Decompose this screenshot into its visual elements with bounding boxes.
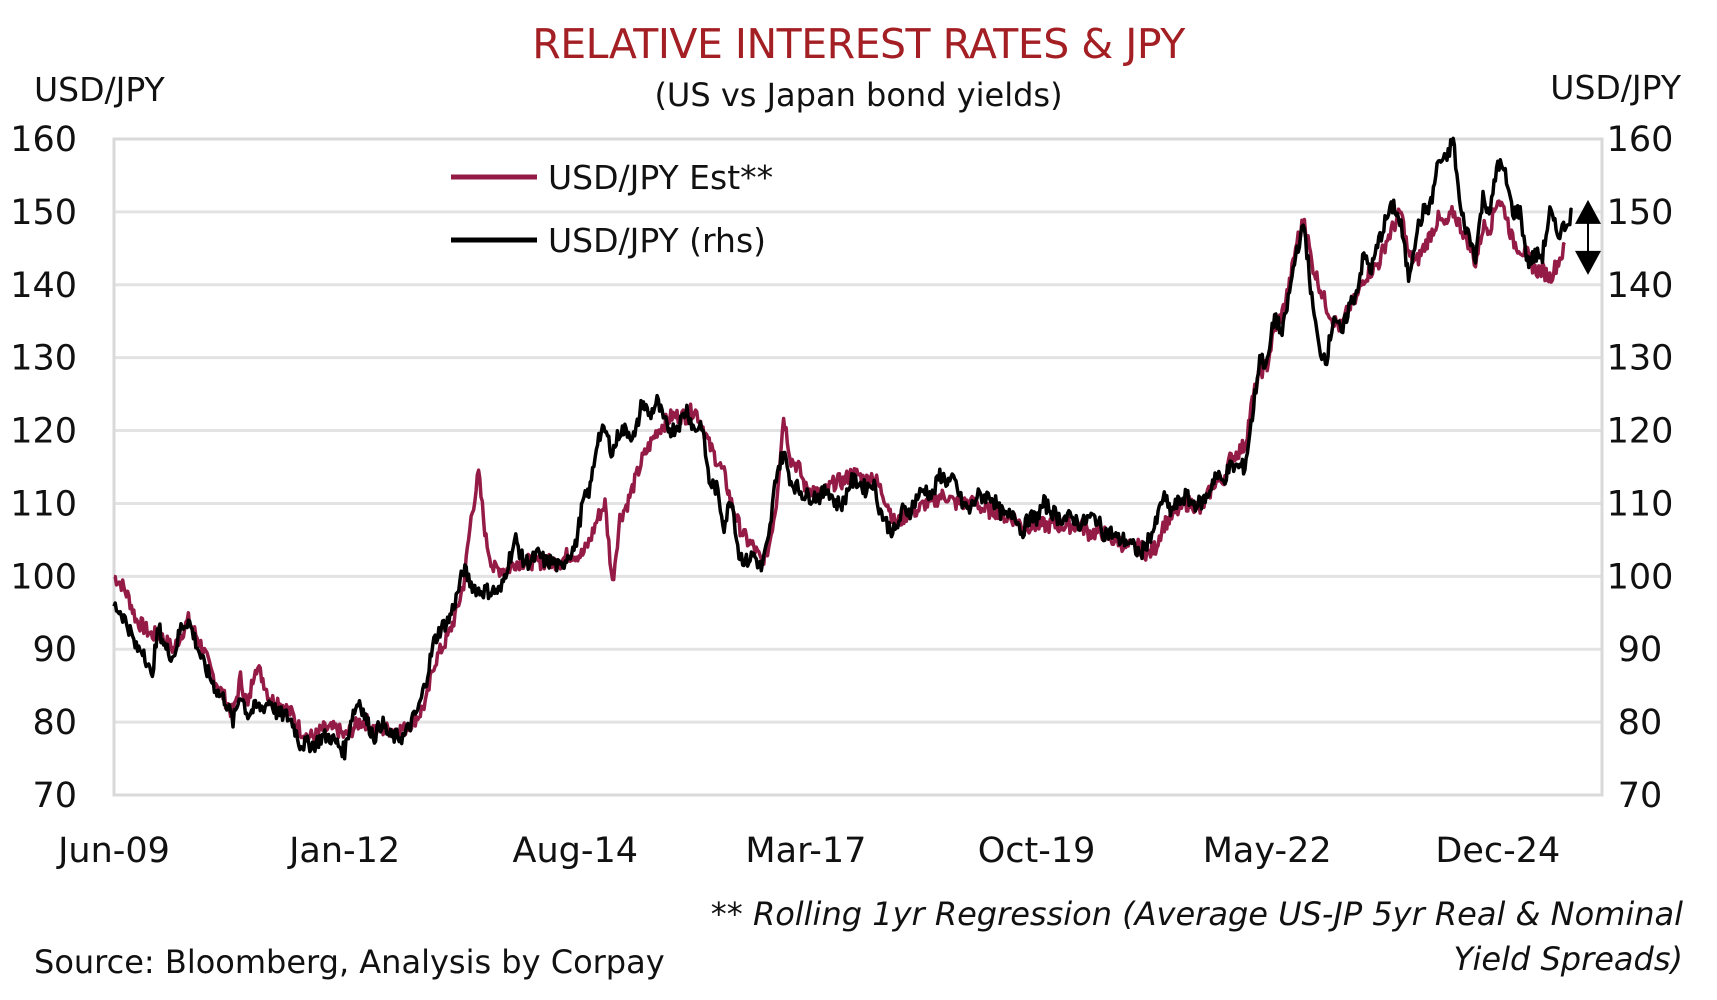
x-tick-label: Dec-24 <box>1435 831 1560 871</box>
y-tick-label-left: 70 <box>32 776 77 816</box>
x-tick-label: May-22 <box>1203 831 1332 871</box>
legend: USD/JPY Est** USD/JPY (rhs) <box>451 158 773 260</box>
source-note: Source: Bloomberg, Analysis by Corpay <box>34 943 665 981</box>
footnote-line-1: ** Rolling 1yr Regression (Average US-JP… <box>710 895 1683 933</box>
chart-subtitle: (US vs Japan bond yields) <box>654 76 1063 114</box>
y-axis-label-left: USD/JPY <box>34 70 165 109</box>
arrow-head-down-icon <box>1575 250 1601 275</box>
legend-label-actual: USD/JPY (rhs) <box>548 221 766 260</box>
y-tick-label-right: 110 <box>1607 484 1674 524</box>
y-tick-label-left: 80 <box>32 703 77 743</box>
x-tick-label: Oct-19 <box>978 831 1096 871</box>
series-line-usdjpy-est <box>113 199 1567 745</box>
y-tick-label-right: 150 <box>1607 193 1674 233</box>
y-axis-label-right: USD/JPY <box>1550 68 1681 107</box>
y-tick-label-right: 120 <box>1607 412 1674 452</box>
y-tick-label-right: 160 <box>1607 120 1674 160</box>
gap-arrow <box>1575 199 1601 275</box>
x-tick-label: Jan-12 <box>287 831 400 871</box>
y-tick-label-left: 140 <box>10 266 77 306</box>
series-line-usdjpy-actual <box>112 136 1573 761</box>
y-tick-label-left: 110 <box>10 484 77 524</box>
y-tick-label-right: 140 <box>1607 266 1674 306</box>
y-tick-label-right: 70 <box>1618 776 1663 816</box>
legend-label-est: USD/JPY Est** <box>548 158 773 197</box>
x-tick-label: Jun-09 <box>56 831 170 871</box>
y-tick-label-right: 80 <box>1618 703 1663 743</box>
x-tick-label: Mar-17 <box>745 831 866 871</box>
y-tick-label-right: 100 <box>1607 557 1674 597</box>
chart-title: RELATIVE INTEREST RATES & JPY <box>532 20 1185 68</box>
y-tick-label-left: 90 <box>32 630 77 670</box>
y-tick-label-left: 130 <box>10 339 77 379</box>
y-tick-label-right: 130 <box>1607 339 1674 379</box>
y-tick-label-left: 100 <box>10 557 77 597</box>
plot-area-border <box>112 137 1604 797</box>
y-tick-label-left: 160 <box>10 120 77 160</box>
x-tick-label: Aug-14 <box>513 831 639 871</box>
y-tick-label-right: 90 <box>1618 630 1663 670</box>
y-tick-label-left: 120 <box>10 412 77 452</box>
footnote-line-2: Yield Spreads) <box>1453 940 1683 978</box>
y-tick-label-left: 150 <box>10 193 77 233</box>
arrow-head-up-icon <box>1575 199 1601 224</box>
